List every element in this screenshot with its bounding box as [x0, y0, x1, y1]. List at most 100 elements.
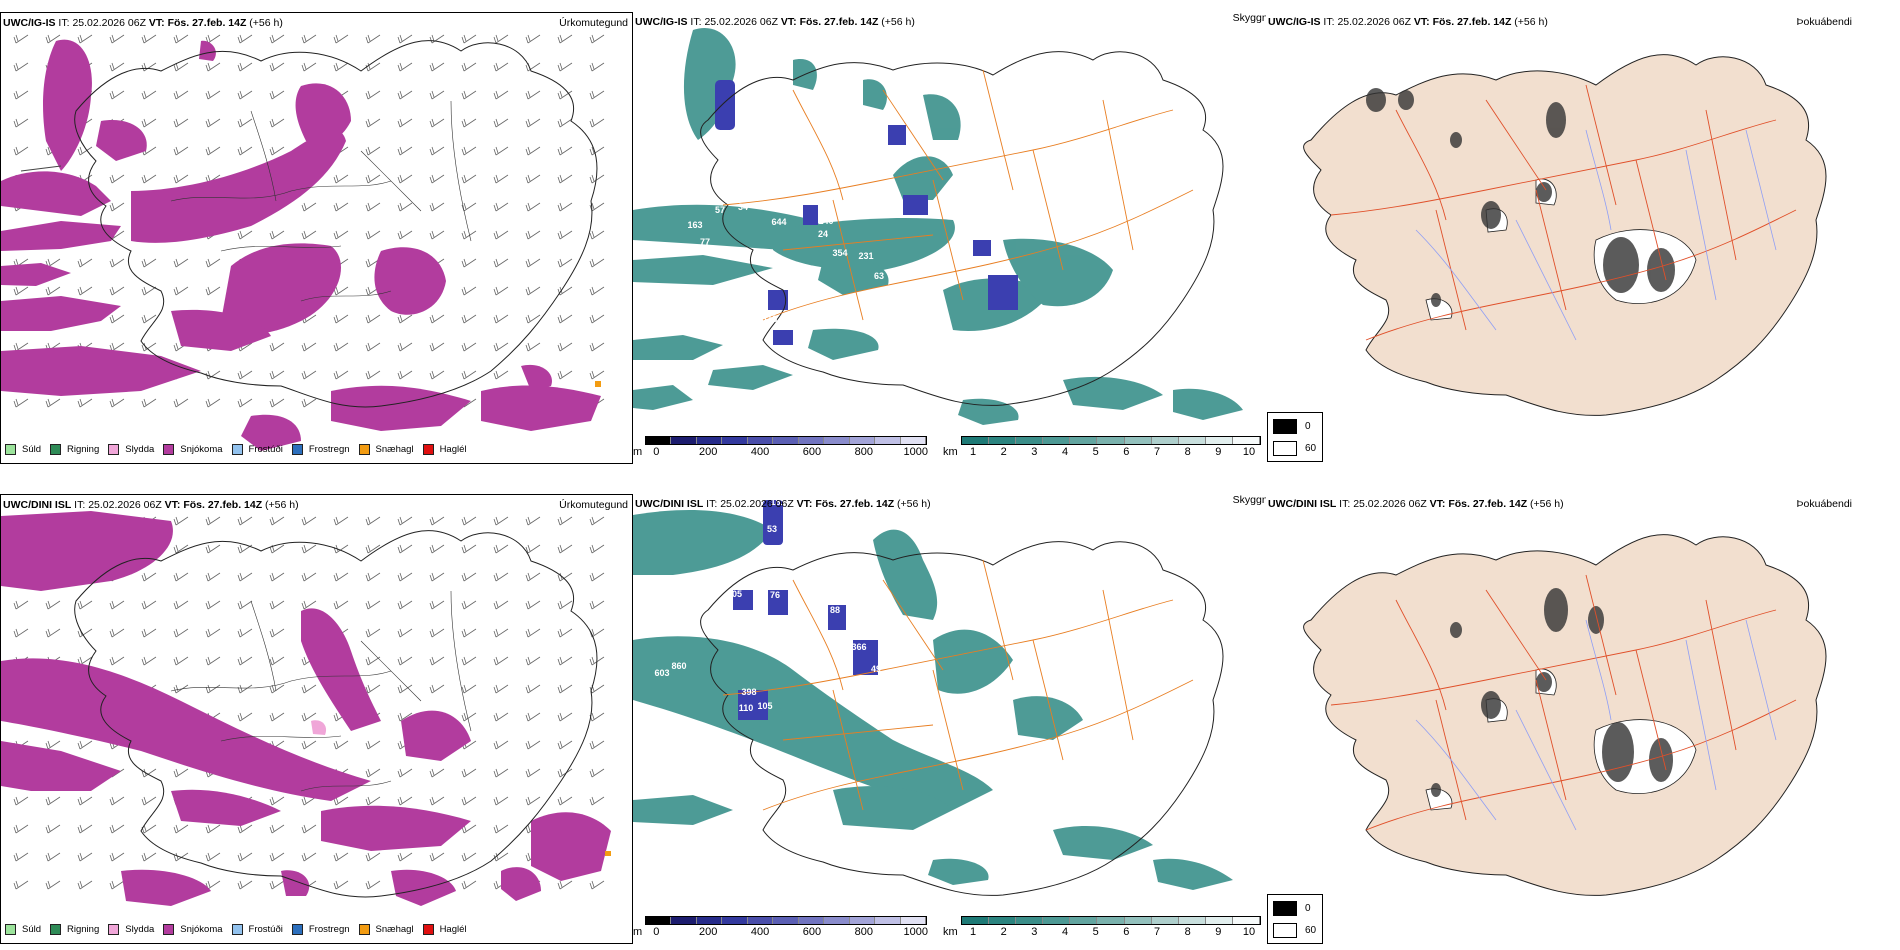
legend-swatch — [358, 924, 370, 935]
fog-legend-row: 0 — [1273, 419, 1311, 434]
wind-barb — [461, 258, 477, 268]
wind-barb — [493, 62, 509, 72]
colorbar-tick-label: 800 — [854, 926, 874, 938]
panel-title: Skyggni — [1232, 12, 1266, 24]
wind-barb — [365, 796, 381, 806]
colorbar-swatch — [1232, 437, 1261, 444]
ceiling-value-labels: 8726112458301114749957341406441632477354… — [653, 133, 884, 324]
colorbar-tick-label: 8 — [1184, 926, 1191, 938]
wind-barb — [429, 852, 445, 862]
wind-barb — [13, 796, 29, 806]
wind-barb — [589, 146, 605, 156]
colorbar-swatch — [1070, 437, 1098, 444]
wind-barb — [333, 314, 349, 324]
wind-barb — [557, 342, 573, 352]
wind-barb — [237, 230, 253, 240]
colorbar-tick-label: 8 — [1184, 446, 1191, 458]
wind-barb — [461, 342, 477, 352]
ceiling-value-label: 644 — [771, 217, 786, 227]
wind-barb — [205, 684, 221, 694]
wind-barb — [589, 342, 605, 352]
ceiling-value-label: 118 — [763, 314, 778, 324]
wind-barb — [365, 314, 381, 324]
wind-barb — [45, 600, 61, 610]
legend-item: Haglél — [422, 924, 467, 935]
rivers — [1415, 129, 1777, 341]
wind-barb — [269, 90, 285, 100]
wind-barb — [301, 684, 317, 694]
colorbar-tick-label: 4 — [1061, 926, 1069, 938]
wind-barb — [205, 286, 221, 296]
wind-barb — [557, 880, 573, 890]
wind-barb — [429, 314, 445, 324]
legend-item: Súld — [5, 924, 41, 935]
wind-barb — [269, 118, 285, 128]
wind-barb — [237, 656, 253, 666]
colorbar-tick-label: 7 — [1153, 446, 1161, 458]
wind-barb — [397, 796, 413, 806]
wind-barb — [365, 90, 381, 100]
wind-barb — [173, 286, 189, 296]
fog-map — [1303, 534, 1827, 896]
ceiling-value-label: 53 — [767, 524, 777, 534]
legend-swatch — [422, 444, 434, 455]
colorbar-tick-label: 5 — [1092, 446, 1099, 458]
colorbar-swatch — [798, 917, 825, 924]
ceiling-value-label: 354 — [832, 248, 847, 258]
colorbar-swatch — [747, 437, 774, 444]
ceiling-value-label: 11 — [766, 133, 776, 143]
wind-barb — [77, 796, 93, 806]
wind-barb — [301, 62, 317, 72]
panel-header: UWC/IG-IS IT: 25.02.2026 06Z VT: Fös. 27… — [1268, 16, 1548, 28]
wind-barb — [109, 34, 125, 44]
iceland-coastline — [74, 40, 598, 408]
wind-barb — [589, 90, 605, 100]
precip-map — [1, 34, 605, 451]
wind-barb — [397, 600, 413, 610]
wind-barb — [525, 258, 541, 268]
colorbar-tick-label: 1 — [969, 926, 977, 938]
ceiling-value-label: 57 — [715, 205, 725, 215]
wind-barb — [461, 34, 477, 44]
colorbar-swatch — [824, 917, 850, 924]
wind-barb — [13, 628, 29, 638]
wind-barb — [493, 572, 509, 582]
wind-barb — [493, 34, 509, 44]
wind-barb — [173, 90, 189, 100]
wind-barb — [557, 740, 573, 750]
wind-barb — [333, 516, 349, 526]
wind-barb — [589, 34, 605, 44]
wind-barb — [525, 684, 541, 694]
wind-barb — [525, 174, 541, 184]
colorbar-swatch — [1232, 917, 1261, 924]
colorbar-tick-label: 2 — [1000, 446, 1007, 458]
visibility-panel-top: UWC/IG-IS IT: 25.02.2026 06Z VT: Fös. 27… — [633, 12, 1266, 464]
fog-legend: 0 60 — [1267, 894, 1323, 944]
colorbar-tick-label: 1000 — [903, 926, 928, 938]
visibility-panel-bottom: UWC/DINI ISL IT: 25.02.2026 06Z VT: Fös.… — [633, 494, 1266, 944]
wind-barb — [173, 118, 189, 128]
wind-barb — [141, 314, 157, 324]
wind-barb — [429, 600, 445, 610]
wind-barb — [269, 398, 285, 408]
wind-barb — [525, 342, 541, 352]
legend-swatch — [108, 924, 120, 935]
wind-barb — [397, 342, 413, 352]
wind-barb — [269, 370, 285, 380]
wind-barb — [493, 768, 509, 778]
wind-barb — [77, 824, 93, 834]
wind-barb — [333, 342, 349, 352]
legend-item: Rigning — [50, 444, 99, 455]
wind-barb — [109, 286, 125, 296]
wind-barb — [237, 600, 253, 610]
wind-barb — [557, 62, 573, 72]
legend-swatch — [358, 444, 370, 455]
colorbar-swatch — [671, 437, 697, 444]
wind-barb — [13, 146, 29, 156]
wind-barb — [77, 600, 93, 610]
internal-contours — [170, 590, 472, 792]
wind-barb — [589, 544, 605, 554]
wind-barb — [589, 712, 605, 722]
wind-barb — [301, 824, 317, 834]
panel-header: UWC/IG-IS IT: 25.02.2026 06Z VT: Fös. 27… — [635, 16, 915, 28]
